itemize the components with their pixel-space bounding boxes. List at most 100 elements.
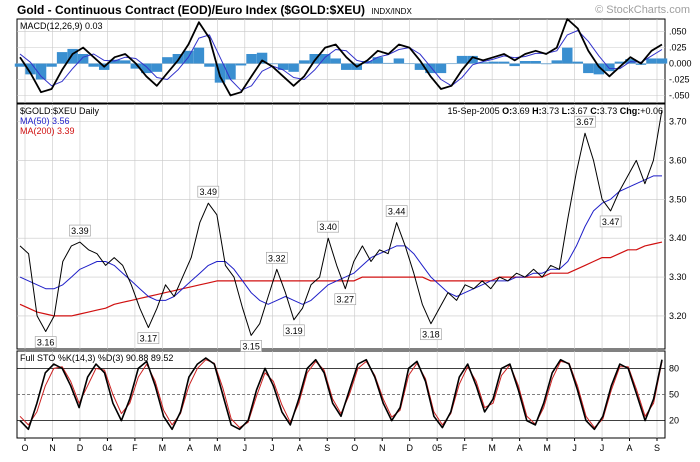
x-tick-label: F: [462, 443, 468, 453]
price-annotation-label: 3.32: [268, 253, 286, 263]
price-annotation-label: 3.16: [37, 338, 55, 348]
macd-histogram-bar: [656, 58, 668, 64]
macd-histogram-bar: [35, 63, 47, 80]
macd-histogram-bar: [319, 54, 331, 64]
price-annotation-label: 3.44: [388, 207, 406, 217]
macd-histogram-bar: [446, 63, 457, 65]
macd-histogram-bar: [562, 47, 573, 64]
price-annotation-label: 3.67: [576, 117, 594, 127]
macd-histogram-bar: [162, 57, 173, 64]
x-tick-label: D: [77, 443, 84, 453]
macd-histogram-bar: [362, 61, 373, 64]
price-annotation-label: 3.49: [200, 187, 218, 197]
ma50-legend: MA(50) 3.56: [20, 116, 70, 126]
macd-histogram-bar: [330, 58, 341, 64]
price-annotation-box: [34, 336, 57, 348]
x-tick-label: N: [49, 443, 56, 453]
x-tick-label: J: [270, 443, 275, 453]
price-annotation-box: [599, 215, 622, 228]
macd-histogram-bar: [383, 62, 394, 64]
macd-histogram-bar: [393, 58, 405, 64]
quote-line: 15-Sep-2005 O:3.69 H:3.73 L:3.67 C:3.73 …: [448, 106, 663, 116]
macd-histogram-bar: [572, 61, 584, 64]
macd-histogram-bar: [225, 63, 236, 80]
price-annotation-box: [265, 251, 288, 264]
macd-tick-label: -.050: [669, 90, 690, 100]
macd-line: [19, 18, 663, 97]
exchange-label: INDX/INDX: [371, 7, 412, 16]
macd-histogram-bar: [541, 63, 552, 65]
price-annotation-box: [137, 332, 160, 344]
macd-histogram-bar: [583, 63, 594, 74]
x-tick-label: D: [406, 443, 413, 453]
price-tick-label: 3.40: [669, 233, 687, 243]
ma50-line: [19, 175, 662, 305]
macd-histogram-bar: [151, 63, 163, 72]
macd-histogram-bar: [414, 63, 426, 70]
macd-histogram-bar: [519, 61, 531, 64]
x-tick-label: M: [159, 443, 167, 453]
macd-histogram-bar: [88, 63, 99, 67]
macd-histogram-bar: [204, 63, 215, 67]
macd-histogram-bar: [235, 63, 247, 66]
macd-histogram-bar: [120, 60, 131, 64]
price-annotation-box: [197, 185, 220, 198]
macd-histogram-bar: [172, 54, 184, 64]
macd-histogram-bar: [646, 58, 657, 64]
macd-tick-label: 0.000: [669, 59, 692, 69]
price-annotation-box: [240, 340, 262, 352]
macd-histogram-bar: [109, 59, 120, 64]
price-annotation-box: [334, 293, 357, 306]
price-annotation-label: 3.18: [422, 330, 440, 340]
price-tick-label: 3.70: [669, 117, 687, 127]
macd-histogram-bar: [267, 63, 278, 65]
macd-histogram-bar: [309, 54, 320, 64]
price-line: [19, 109, 663, 336]
macd-histogram-bar: [435, 63, 447, 74]
macd-tick-label: .050: [669, 27, 687, 37]
x-tick-label: J: [600, 443, 605, 453]
macd-histogram-bar: [604, 63, 615, 72]
macd-histogram-bar: [56, 52, 68, 64]
price-annotation-label: 3.40: [319, 222, 337, 232]
price-tick-label: 3.20: [669, 311, 687, 321]
macd-histogram-bar: [425, 63, 436, 74]
macd-label: MACD(12,26,9) 0.03: [20, 21, 103, 31]
x-tick-label: M: [488, 443, 496, 453]
macd-histogram-bar: [456, 55, 468, 64]
sto-k-line: [19, 357, 663, 431]
x-tick-label: A: [627, 443, 633, 453]
sto-tick-label: 50: [669, 390, 679, 400]
x-tick-label: S: [654, 443, 660, 453]
x-tick-label: J: [243, 443, 248, 453]
x-tick-label: M: [214, 443, 222, 453]
macd-histogram-bar: [25, 63, 36, 75]
x-tick-label: S: [324, 443, 330, 453]
macd-histogram-bar: [277, 63, 289, 70]
price-annotation-box: [574, 115, 596, 128]
macd-histogram-bar: [404, 63, 415, 65]
x-tick-label: A: [517, 443, 523, 453]
price-annotation-box: [69, 224, 91, 237]
price-series-label: $GOLD:$XEU Daily: [20, 106, 100, 116]
price-annotation-label: 3.15: [242, 341, 260, 351]
macd-histogram-bar: [14, 63, 26, 67]
price-annotation-label: 3.17: [140, 334, 158, 344]
sto-label: Full STO %K(14,3) %D(3) 90.88 89.52: [20, 353, 173, 363]
price-annotation-label: 3.19: [285, 326, 303, 336]
macd-tick-label: .025: [669, 43, 687, 53]
x-tick-label: J: [572, 443, 577, 453]
x-tick-label: A: [297, 443, 303, 453]
price-annotation-box: [283, 324, 305, 337]
price-tick-label: 3.30: [669, 272, 687, 282]
macd-histogram-bar: [77, 54, 89, 64]
macd-histogram-bar: [256, 52, 268, 64]
chart-title-text: Gold - Continuous Contract (EOD)/Euro In…: [17, 3, 365, 17]
x-tick-label: M: [543, 443, 551, 453]
macd-histogram-bar: [67, 48, 78, 64]
macd-histogram-bar: [488, 61, 499, 64]
price-annotation-label: 3.27: [337, 295, 355, 305]
price-annotation-label: 3.39: [71, 226, 89, 236]
